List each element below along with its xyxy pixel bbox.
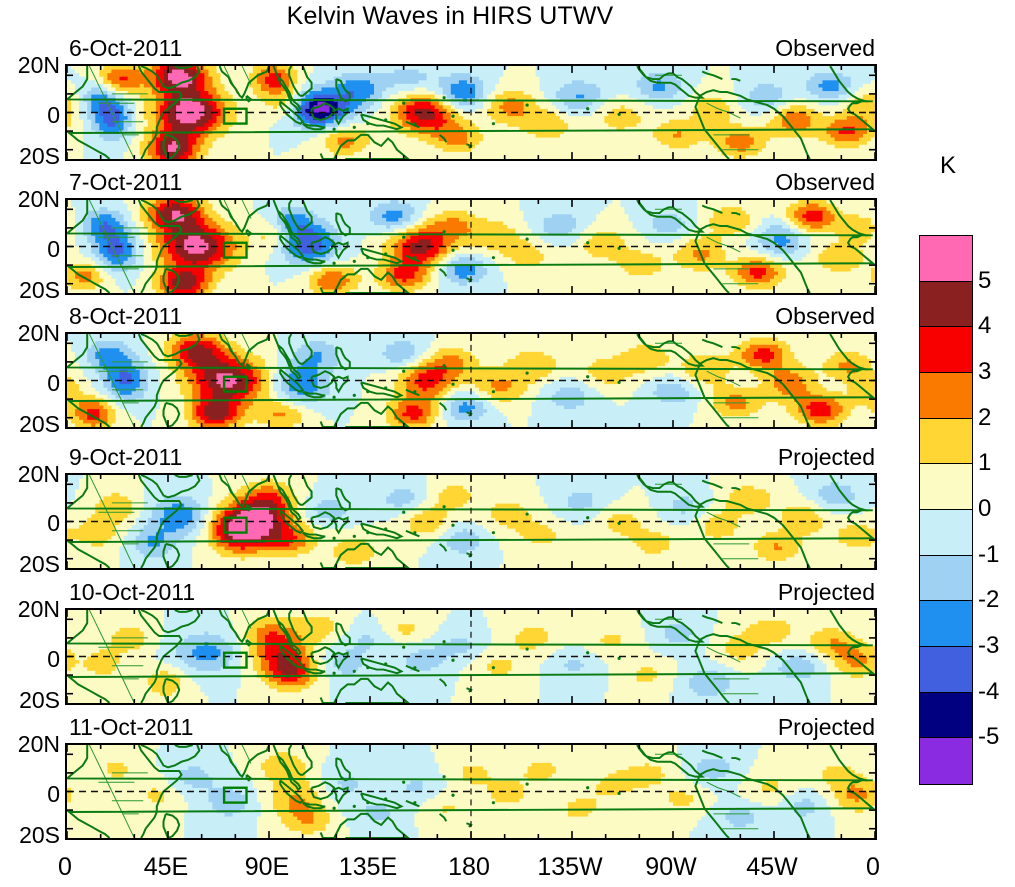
y-tick-20s-p6: 20S [19, 822, 60, 848]
x-tick-180: 180 [448, 853, 490, 881]
study-region-box [222, 375, 248, 393]
panel-date-label: 11-Oct-2011 [69, 714, 194, 740]
x-tick-45w: 45W [746, 853, 798, 881]
coastlines [67, 66, 875, 159]
map-panel-10-oct-2011: 10-Oct-2011 Projected [65, 581, 877, 705]
anomaly-field [67, 200, 875, 293]
map-panel-7-oct-2011: 7-Oct-2011 Observed [65, 171, 877, 295]
colorbar-band-medium-blue [920, 646, 972, 693]
panel-frame [65, 743, 877, 840]
study-region-box [222, 107, 248, 125]
coastlines [67, 334, 875, 427]
y-tick-0-p6: 0 [47, 781, 60, 807]
map-panel-11-oct-2011: 11-Oct-2011 Projected [65, 716, 877, 840]
colorbar-label-4: 4 [978, 312, 992, 340]
y-tick-20s-p4: 20S [19, 551, 60, 577]
coastlines [67, 200, 875, 293]
coastlines [67, 745, 875, 838]
y-tick-20n-p1: 20N [17, 52, 60, 78]
panel-frame [65, 608, 877, 705]
y-tick-20n-p2: 20N [17, 186, 60, 212]
colorbar-band-purple [920, 738, 972, 784]
y-tick-20n-p5: 20N [17, 596, 60, 622]
study-region-box [222, 786, 248, 804]
study-region-box [222, 516, 248, 534]
x-tick-90e: 90E [244, 853, 290, 881]
colorbar-label-3: 3 [978, 358, 992, 385]
x-tick-135w: 135W [537, 853, 603, 881]
panel-ticks [67, 66, 875, 159]
y-tick-20n-p4: 20N [17, 461, 60, 487]
colorbar-band-gold [920, 418, 972, 465]
country-borders [88, 745, 759, 838]
panel-status-label: Observed [775, 35, 875, 61]
colorbar-label-1: 1 [978, 449, 992, 477]
colorbar-label-neg4: -4 [978, 677, 1000, 705]
panel-ticks [67, 475, 875, 568]
y-tick-0-p2: 0 [47, 236, 60, 262]
x-tick-360: 0 [866, 853, 880, 881]
coastlines [67, 610, 875, 703]
country-borders [88, 66, 759, 159]
colorbar-band-orange [920, 372, 972, 419]
panel-ticks [67, 334, 875, 427]
colorbar-band-pink [920, 236, 972, 282]
panel-date-label: 9-Oct-2011 [69, 444, 183, 470]
panel-date-label: 7-Oct-2011 [69, 169, 183, 195]
panel-status-label: Observed [775, 169, 875, 195]
map-panel-6-oct-2011: 6-Oct-2011 Observed [65, 37, 877, 161]
colorbar-units-label: K [940, 152, 957, 179]
panel-ticks [67, 745, 875, 838]
x-tick-0: 0 [58, 853, 72, 881]
colorbar-band-pale-cyan [920, 509, 972, 556]
colorbar-label-neg1: -1 [978, 540, 1000, 568]
panel-frame [65, 64, 877, 161]
map-panel-9-oct-2011: 9-Oct-2011 Projected [65, 446, 877, 570]
panel-date-label: 10-Oct-2011 [69, 579, 196, 605]
x-tick-90w: 90W [645, 853, 697, 881]
colorbar-label-neg3: -3 [978, 632, 1000, 659]
colorbar-band-navy [920, 692, 972, 739]
colorbar-label-5: 5 [978, 266, 992, 294]
y-tick-20n-p6: 20N [17, 731, 60, 757]
y-tick-0-p1: 0 [47, 102, 60, 128]
panel-date-label: 6-Oct-2011 [69, 35, 183, 61]
colorbar-label-neg2: -2 [978, 586, 1000, 614]
panel-ticks [67, 610, 875, 703]
colorbar-band-blue [920, 601, 972, 647]
y-tick-0-p4: 0 [47, 510, 60, 536]
y-tick-20n-p3: 20N [17, 320, 60, 346]
x-tick-135e: 135E [338, 853, 398, 881]
panel-frame [65, 473, 877, 570]
colorbar-band-dark-red [920, 281, 972, 328]
colorbar-label-neg5: -5 [978, 723, 1000, 751]
x-tick-45e: 45E [143, 853, 189, 881]
panel-date-label: 8-Oct-2011 [69, 303, 183, 329]
colorbar-band-light-blue [920, 555, 972, 602]
colorbar-band-red [920, 327, 972, 373]
figure-title: Kelvin Waves in HIRS UTWV [286, 2, 614, 30]
panel-frame [65, 332, 877, 429]
y-tick-20s-p1: 20S [19, 143, 60, 169]
panel-frame [65, 198, 877, 295]
study-region-box [222, 651, 248, 669]
panel-status-label: Projected [777, 579, 875, 605]
panel-status-label: Observed [775, 303, 875, 329]
panel-status-label: Projected [777, 444, 875, 470]
colorbar-band-pale-yellow [920, 464, 972, 510]
study-region-box [222, 241, 248, 259]
colorbar-label-2: 2 [978, 403, 992, 431]
panel-status-label: Projected [777, 714, 875, 740]
map-panel-8-oct-2011: 8-Oct-2011 Observed [65, 305, 877, 429]
panel-ticks [67, 200, 875, 293]
y-tick-20s-p2: 20S [19, 277, 60, 303]
y-tick-20s-p5: 20S [19, 687, 60, 713]
coastlines [67, 475, 875, 568]
y-tick-0-p5: 0 [47, 646, 60, 672]
colorbar-label-0: 0 [978, 495, 992, 522]
y-tick-20s-p3: 20S [19, 411, 60, 437]
colorbar [919, 235, 973, 785]
y-tick-0-p3: 0 [47, 370, 60, 396]
